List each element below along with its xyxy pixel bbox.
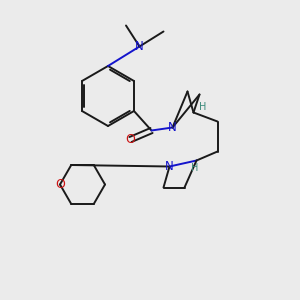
Text: N: N bbox=[168, 121, 177, 134]
Text: N: N bbox=[135, 40, 144, 53]
Text: H: H bbox=[191, 163, 199, 173]
Text: O: O bbox=[55, 178, 65, 191]
Text: N: N bbox=[165, 160, 174, 173]
Text: H: H bbox=[199, 101, 206, 112]
Text: O: O bbox=[126, 133, 135, 146]
